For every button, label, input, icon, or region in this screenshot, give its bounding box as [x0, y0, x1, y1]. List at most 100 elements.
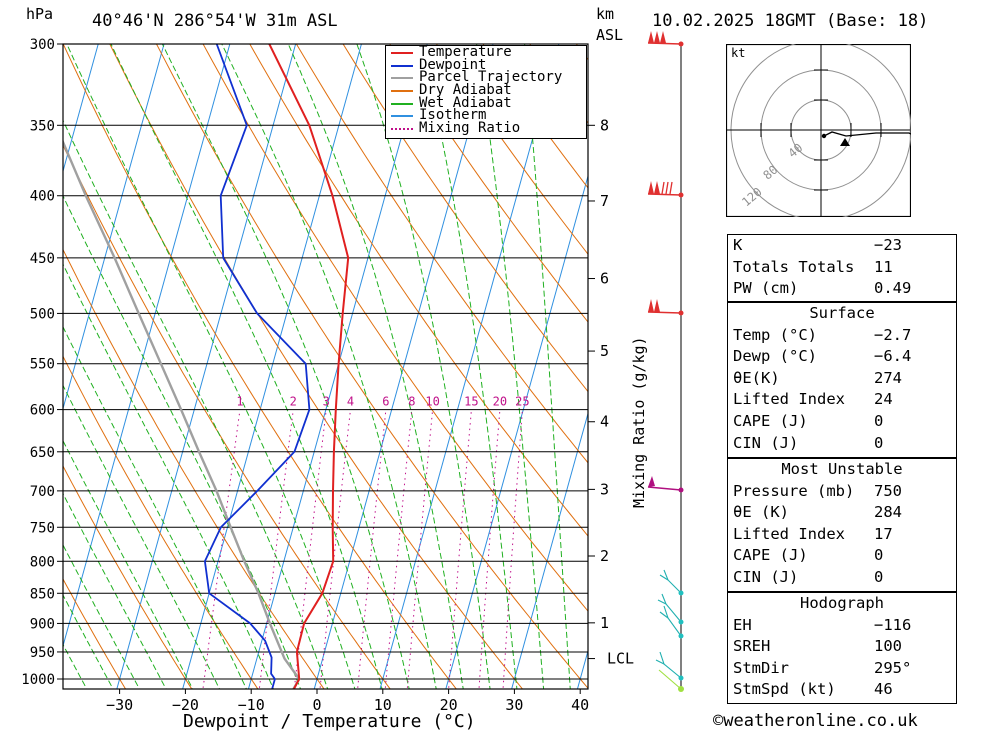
legend-swatch: [391, 128, 413, 131]
dry-adiabat: [342, 44, 588, 393]
wet-adiabat: [63, 119, 329, 689]
dry-adiabat: [63, 465, 193, 689]
legend-item: Dewpoint: [386, 58, 586, 72]
dry-adiabat: [295, 44, 588, 464]
isotherm: [63, 44, 99, 173]
wet-adiabat: [221, 44, 437, 689]
isotherm: [63, 44, 231, 648]
mixing-ratio-line: [319, 409, 351, 689]
wet-adiabat: [63, 325, 247, 689]
storm-motion-marker: [840, 138, 850, 146]
dewpoint-line: [204, 44, 311, 689]
pressure-ticks: 300 350 400 450 500 550 600 650 700 750 800 850 900 9…: [21, 37, 63, 688]
mixing-ratio-tick-label: 10: [425, 395, 439, 409]
mixing-ratio-line: [448, 409, 472, 689]
mixing-ratio-line: [293, 409, 327, 689]
row-value: 0: [874, 546, 884, 565]
wet-adiabat: [287, 44, 464, 689]
dry-adiabat: [155, 44, 588, 689]
legend-swatch: [391, 77, 413, 80]
x-tick-label: 30: [505, 696, 523, 714]
mixing-ratio-tick-label: 8: [408, 395, 415, 409]
row-label: PW (cm): [733, 279, 799, 298]
y-tick-label: 600: [30, 403, 55, 419]
row-value: 100: [874, 637, 902, 656]
row-value: 0: [874, 433, 884, 452]
lcl-label: LCL: [607, 650, 634, 668]
y-tick-label: 850: [30, 586, 55, 602]
row-label: CIN (J): [733, 433, 799, 452]
mixing-ratio-line: [406, 409, 434, 689]
mixing-ratio-tick-label: 15: [464, 395, 478, 409]
legend-swatch: [391, 90, 413, 93]
table-row: K −23: [728, 235, 956, 257]
wet-adiabat: [161, 44, 410, 689]
table-row: Pressure (mb) 750: [728, 481, 956, 503]
legend-label: Mixing Ratio: [419, 120, 521, 137]
table-row: Lifted Index 24: [728, 389, 956, 411]
table-row: StmDir 295°: [728, 658, 956, 680]
mixing-ratio-line: [357, 409, 387, 689]
legend-swatch: [391, 115, 413, 118]
row-value: 46: [874, 680, 893, 699]
section-title: Surface: [809, 304, 875, 322]
dry-adiabat: [63, 248, 325, 689]
isotherm: [511, 411, 588, 689]
isotherm: [313, 44, 494, 689]
wet-adiabat: [110, 44, 383, 689]
parcel-trajectory-line: [63, 138, 301, 689]
wet-adiabat: [0, 53, 45, 710]
temperature-ticks: −30 −20 −10 0 10 20 30 40: [106, 689, 589, 714]
dry-adiabat: [63, 144, 391, 689]
table-row: CIN (J) 0: [728, 567, 956, 589]
legend-swatch: [391, 64, 413, 67]
temperature-line: [268, 44, 350, 689]
row-label: Lifted Index: [733, 390, 845, 409]
legend-item: Mixing Ratio: [386, 120, 586, 137]
row-label: Pressure (mb): [733, 481, 855, 500]
table-row: Dewp (°C) −6.4: [728, 346, 956, 368]
isobar-lines: [63, 43, 588, 680]
x-tick-label: 40: [571, 696, 589, 714]
y-tick-label: 900: [30, 616, 55, 632]
y-tick-label: 950: [30, 645, 55, 661]
wet-adiabat: [63, 594, 114, 689]
isotherm: [445, 174, 588, 689]
height-ref-label: ASL: [596, 26, 624, 44]
mixing-ratio-tick-label: 6: [382, 395, 389, 409]
isotherm: [63, 44, 165, 411]
x-tick-label: −20: [172, 696, 199, 714]
mixing-ratio-line: [202, 409, 241, 689]
dry-adiabat: [63, 578, 127, 689]
wet-adiabat: [63, 263, 274, 689]
isotherm: [116, 44, 297, 689]
mixing-ratio-labels: 1 2 3 4 6 8 10 15 20 25: [236, 395, 529, 409]
copyright-text: ©weatheronline.co.uk: [713, 711, 918, 731]
row-label: CAPE (J): [733, 411, 808, 430]
wet-adiabat: [476, 44, 545, 689]
km-tick-label: 4: [600, 413, 609, 431]
mixing-ratio-line: [384, 409, 413, 689]
chart-legend: Temperature Dewpoint Parcel Trajectory Dry …: [385, 45, 587, 139]
dry-adiabat: [109, 44, 524, 689]
row-value: −116: [874, 615, 912, 634]
row-label: CIN (J): [733, 567, 799, 586]
row-label: StmSpd (kt): [733, 680, 836, 699]
x-tick-label: 20: [440, 696, 458, 714]
mixing-ratio-axis-label: Mixing Ratio (g/kg): [630, 336, 648, 508]
wet-adiabat: [63, 384, 221, 689]
row-value: −6.4: [874, 347, 912, 366]
mixing-ratio-tick-label: 2: [290, 395, 297, 409]
hodograph-table: Hodograph EH −116 SREH 100 StmDir 295° StmSpd (…: [727, 592, 957, 704]
legend-label: Wet Adiabat: [419, 94, 512, 111]
wet-adiabat: [420, 44, 518, 689]
mixing-ratio-tick-label: 20: [493, 395, 507, 409]
x-tick-label: −10: [238, 696, 265, 714]
wet-adiabat: [524, 44, 571, 689]
datetime-title: 10.02.2025 18GMT (Base: 18): [652, 11, 929, 31]
legend-swatch: [391, 52, 413, 54]
table-row: θE (K) 284: [728, 502, 956, 524]
legend-item: Wet Adiabat: [386, 94, 586, 111]
wind-barb-500: [647, 299, 684, 316]
